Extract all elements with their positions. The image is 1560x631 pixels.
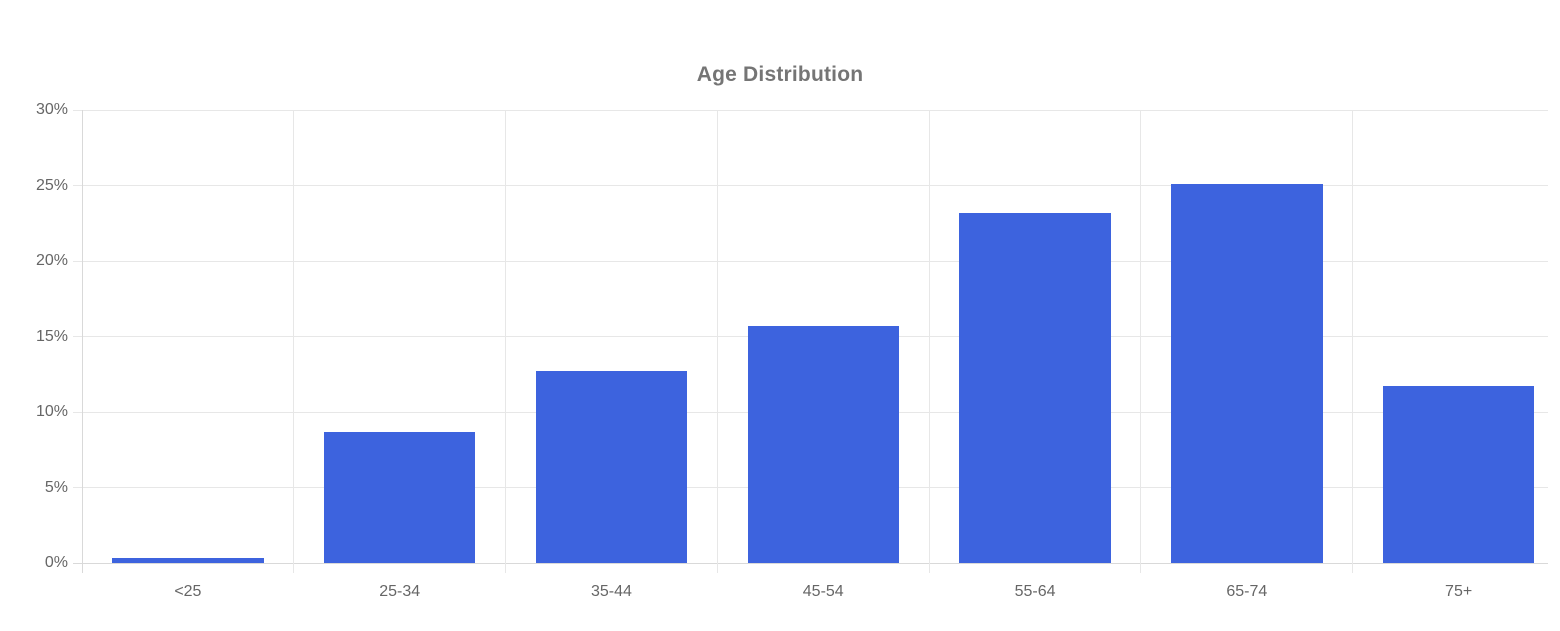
plot-area: [73, 109, 1548, 573]
y-gridline: [73, 109, 1548, 111]
bar[interactable]: [323, 431, 476, 563]
x-gridline: [716, 110, 718, 573]
x-tick-label: 25-34: [379, 583, 421, 600]
x-tick-label: 35-44: [591, 583, 632, 600]
y-axis-line: [81, 110, 83, 573]
x-tick-label: 45-54: [802, 583, 844, 600]
y-tick-label: 30%: [35, 101, 68, 118]
x-tick-label: <25: [174, 583, 202, 600]
x-tick-label: 65-74: [1226, 583, 1268, 600]
y-tick-label: 20%: [35, 252, 68, 269]
bar[interactable]: [747, 325, 899, 563]
bar[interactable]: [959, 212, 1111, 563]
y-gridline: [73, 260, 1548, 262]
x-axis-line: [73, 562, 1548, 564]
y-tick-label: 15%: [35, 327, 68, 345]
chart-title: Age Distribution: [696, 63, 864, 86]
x-gridline: [505, 110, 507, 573]
y-gridline: [73, 185, 1548, 186]
x-tick-label: 55-64: [1014, 583, 1056, 600]
y-tick-label: 10%: [35, 403, 68, 420]
x-gridline: [1140, 110, 1142, 573]
bar[interactable]: [112, 558, 264, 563]
x-gridline: [1352, 110, 1354, 573]
y-tick-label: 25%: [35, 176, 68, 194]
x-gridline: [928, 110, 930, 573]
y-tick-label: 5%: [44, 478, 68, 496]
bar[interactable]: [535, 371, 688, 563]
x-gridline: [293, 110, 295, 573]
bar[interactable]: [1382, 386, 1535, 563]
bar[interactable]: [1171, 184, 1323, 563]
x-tick-label: 75+: [1445, 583, 1473, 600]
y-tick-label: 0%: [44, 554, 68, 571]
